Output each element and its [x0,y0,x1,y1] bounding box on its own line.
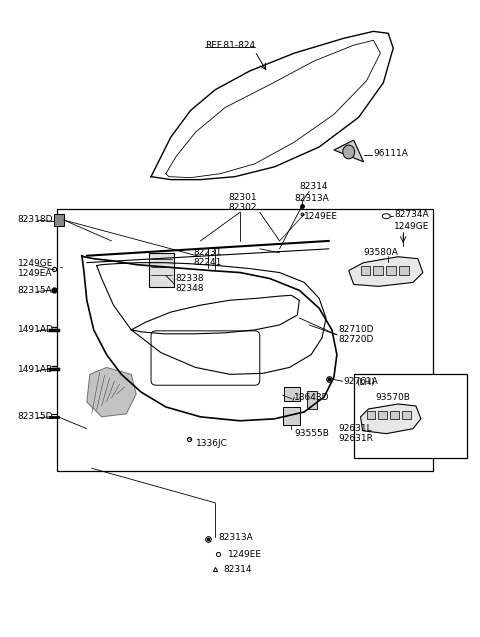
Polygon shape [87,368,136,417]
Text: 93555B: 93555B [294,429,329,438]
Bar [283,407,300,425]
Text: (LH): (LH) [357,378,375,387]
Text: 82348: 82348 [176,284,204,293]
Bar [57,210,433,471]
Polygon shape [334,140,363,162]
Bar [149,253,174,287]
Polygon shape [360,404,421,434]
Text: 82301: 82301 [228,193,257,202]
Text: 96111A: 96111A [373,150,408,159]
Bar [367,411,375,419]
Bar [402,411,411,419]
Ellipse shape [343,145,355,159]
Text: 92631R: 92631R [339,434,374,443]
Text: 1491AD: 1491AD [18,326,53,334]
Text: 92761A: 92761A [344,376,379,386]
Text: 82315D: 82315D [18,412,53,421]
Text: 82313A: 82313A [294,194,329,203]
Bar [399,266,409,275]
Text: 93570B: 93570B [376,392,411,401]
Bar [390,411,399,419]
Text: 93580A: 93580A [363,248,398,257]
Text: 82734A: 82734A [394,210,429,218]
Bar [354,375,468,459]
Text: 1249EE: 1249EE [228,550,262,559]
Text: 82241: 82241 [193,258,222,267]
Bar [378,411,387,419]
Text: 82720D: 82720D [339,335,374,344]
Text: 1336JC: 1336JC [195,439,228,448]
Text: 1249EA: 1249EA [18,269,52,278]
Bar [386,266,396,275]
Text: 82302: 82302 [228,203,257,211]
Text: 1491AB: 1491AB [18,365,53,374]
Text: 82315A: 82315A [18,286,52,295]
Text: 82318D: 82318D [18,215,53,224]
Bar [373,266,384,275]
Text: 1249GE: 1249GE [394,222,430,231]
Text: 82314: 82314 [300,182,328,191]
Text: 1249EE: 1249EE [304,211,338,220]
Text: 82710D: 82710D [339,326,374,334]
Text: 82338: 82338 [176,274,204,283]
Text: 1249GE: 1249GE [18,259,53,268]
Text: 92631L: 92631L [339,424,372,433]
Bar [360,266,371,275]
Bar [285,387,300,401]
Polygon shape [349,257,423,287]
Text: 82313A: 82313A [218,533,253,542]
Text: 18643D: 18643D [294,392,330,401]
Text: 82231: 82231 [193,248,222,257]
Text: 82314: 82314 [223,564,252,573]
Text: REF.81-824: REF.81-824 [205,41,255,50]
Polygon shape [54,214,64,226]
Bar [307,391,317,409]
